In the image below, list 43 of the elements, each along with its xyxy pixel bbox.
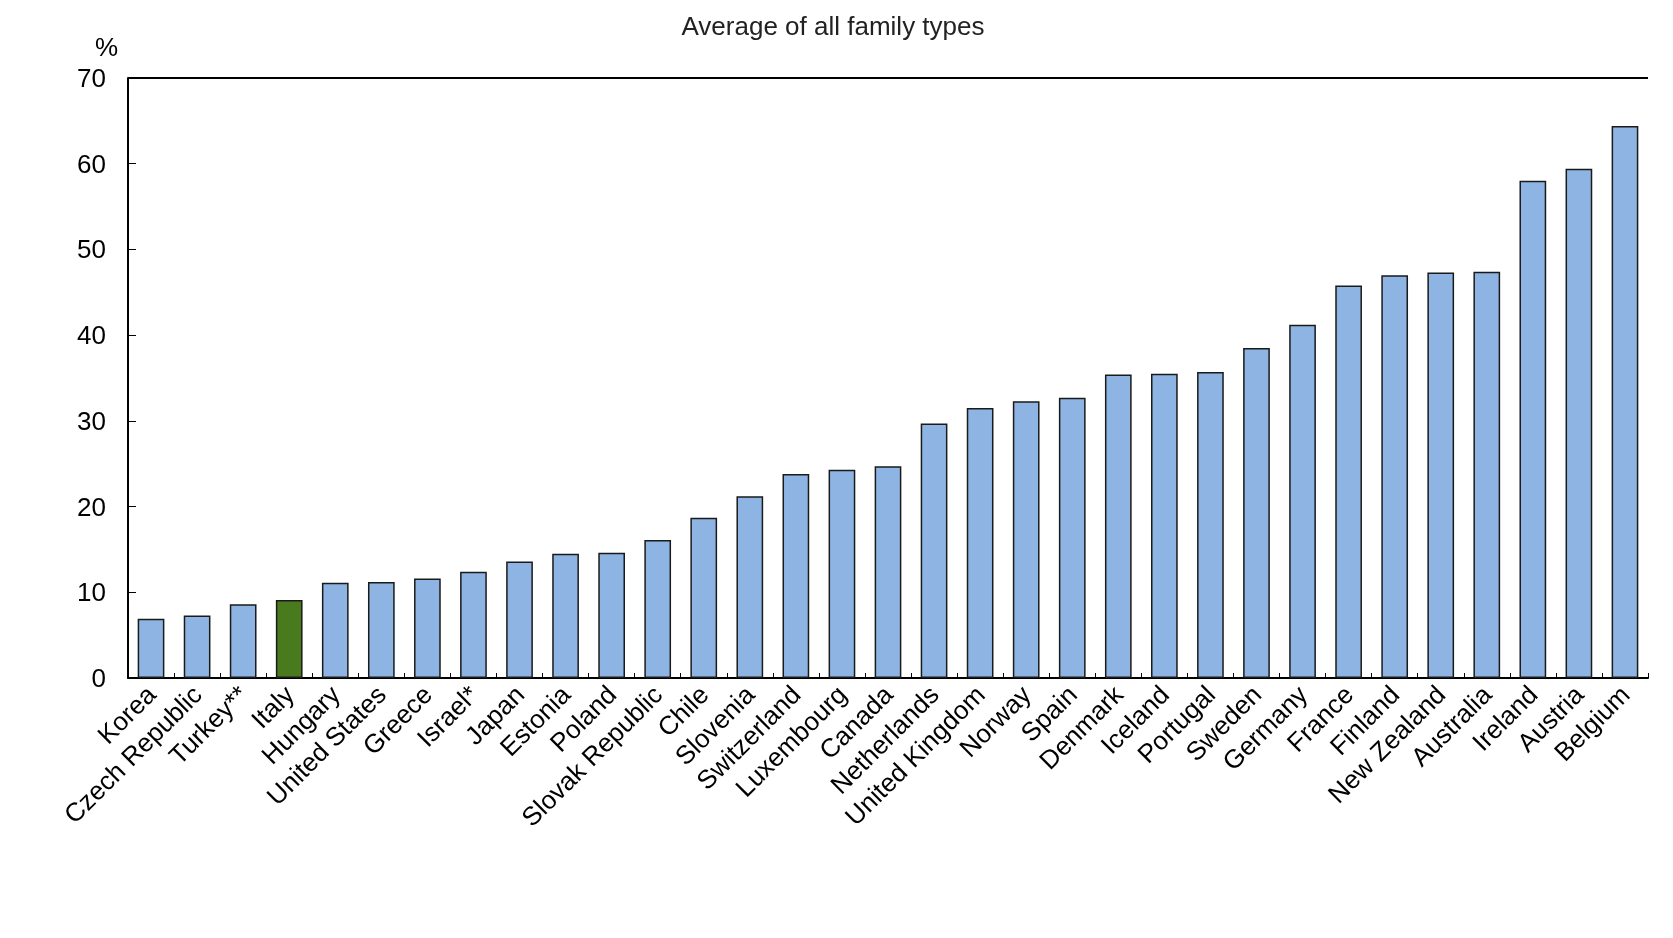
y-tick-label: 60 [77,148,106,179]
bar [275,600,303,678]
bar [137,618,165,678]
bar [690,517,718,678]
y-tick-label: 10 [77,577,106,608]
bar [1151,373,1178,678]
bar [414,578,441,678]
bar [183,615,211,678]
y-tick-label: 20 [77,491,106,522]
bar [1012,401,1040,678]
bar [1427,272,1455,678]
bar [460,571,487,678]
y-axis-title: % [94,32,118,62]
bar [1519,180,1547,678]
chart-title: Average of all family types [681,11,985,41]
bar [1473,271,1501,678]
y-tick-label: 0 [91,663,106,693]
bar [1565,168,1593,678]
bar [1197,372,1224,678]
bar [506,561,533,678]
bar [229,604,257,678]
bar [736,496,764,678]
bar [552,553,579,678]
bar [920,423,948,678]
bar [874,466,902,678]
bar [1243,348,1270,678]
bar [321,582,349,678]
bar [1289,324,1316,678]
bar [598,552,625,678]
bar [1058,397,1086,678]
bar [644,540,672,678]
bar [1381,275,1409,678]
bar [1104,374,1132,678]
y-tick-label: 70 [77,63,106,93]
bar [1611,126,1639,678]
bar [1335,285,1362,678]
y-tick-label: 30 [77,405,106,436]
bar [828,469,856,678]
bar [782,474,810,678]
bar [367,582,395,678]
y-tick-label: 50 [77,234,106,265]
y-tick-label: 40 [77,320,106,351]
bar [966,408,994,678]
